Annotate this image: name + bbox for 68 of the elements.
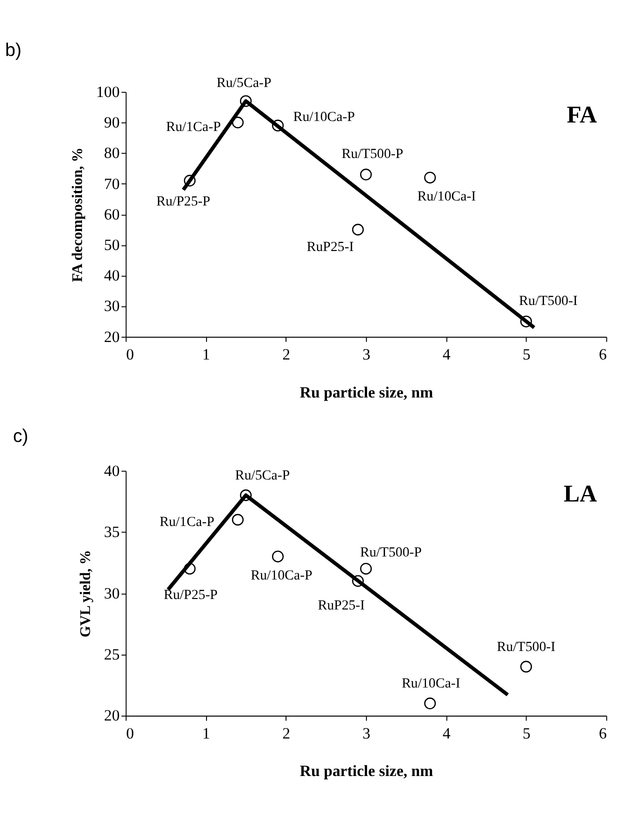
point [424,172,436,184]
point [272,550,284,562]
point [520,660,532,673]
y-tick-label: 80 [104,145,120,162]
x-tick-label: 0 [126,725,134,742]
chart-title: b) [5,38,22,60]
x-tick-label: 1 [202,725,210,742]
annotation: RuP25-I [318,598,366,613]
point [352,224,364,236]
point [360,562,372,575]
x-tick-label: 5 [522,725,531,742]
y-tick-label: 100 [96,84,120,101]
annotation: Ru/P25-P [164,587,218,602]
y-axis-title: GVL yield, % [78,550,94,638]
annotation: Ru/10Ca-P [293,108,356,124]
x-axis-title: Ru particle size, nm [300,763,434,780]
x-tick-label: 3 [362,346,370,364]
annotation: Ru/5Ca-P [216,75,272,90]
annotation: Ru/P25-P [156,194,211,209]
y-tick-label: 60 [104,206,120,224]
y-tick-label: 25 [104,646,120,664]
annotation: Ru/5Ca-P [235,468,290,483]
y-tick-label: 20 [104,328,120,346]
x-tick-label: 2 [282,346,290,364]
y-tick-label: 90 [104,114,120,132]
x-tick-label: 4 [442,725,451,742]
point [240,489,252,502]
annotation: Ru/T500-P [342,146,404,161]
x-tick-label: 1 [202,346,210,364]
x-tick-label: 6 [598,725,607,742]
y-tick-label: 30 [104,585,120,602]
point [184,562,196,575]
annotation: Ru/T500-I [496,638,556,654]
y-tick-label: 20 [104,708,120,725]
point [520,316,532,328]
x-tick-label: 6 [598,346,607,364]
point [184,174,196,187]
annotation: RuP25-I [306,238,354,254]
x-axis-title: Ru particle size, nm [300,384,434,402]
annotation: Ru/10Ca-I [402,676,461,691]
point [424,698,436,710]
annotation: LA [564,481,598,508]
annotation: Ru/T500-P [360,544,422,560]
point [360,168,372,180]
x-tick-label: 0 [126,346,134,364]
point [240,95,252,107]
y-axis-title: FA decomposition, % [70,147,86,282]
y-tick-label: 40 [104,462,120,480]
annotation: Ru/1Ca-P [166,118,222,134]
y-tick-label: 30 [104,298,120,316]
annotation: Ru/10Ca-I [417,188,476,204]
x-tick-label: 2 [282,725,290,742]
point [272,120,284,132]
annotation: Ru/1Ca-P [160,514,215,530]
x-tick-label: 5 [522,346,531,364]
y-tick-label: 70 [104,176,120,193]
annotation: FA [566,102,598,128]
chart-title: c) [12,425,28,446]
y-tick-label: 40 [104,268,120,285]
y-tick-label: 35 [104,524,120,542]
annotation: Ru/T500-I [519,292,578,308]
y-tick-label: 50 [104,237,120,254]
annotation: Ru/10Ca-P [250,568,313,583]
x-tick-label: 4 [442,346,451,364]
point [352,575,364,587]
x-tick-label: 3 [362,725,370,742]
point [232,514,244,526]
point [232,116,244,128]
